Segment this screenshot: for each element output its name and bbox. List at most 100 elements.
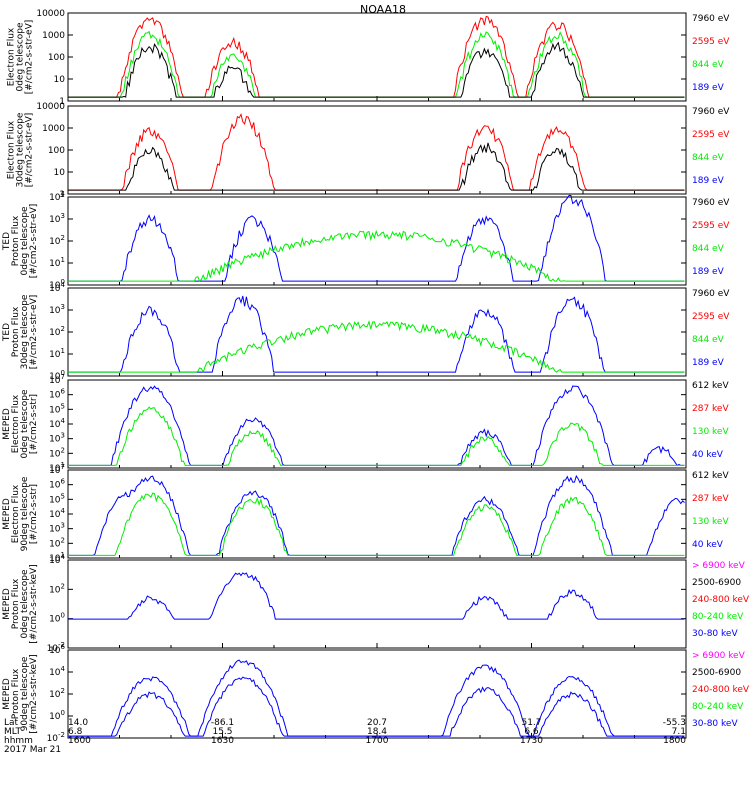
y-axis-label-line: [#/cm2-s-str-eV] bbox=[29, 204, 39, 279]
y-axis-label-line: 0deg telescope bbox=[16, 22, 26, 92]
legend-entry: 80-240 keV bbox=[692, 702, 744, 712]
x-row-label-hhmm: hhmm bbox=[4, 736, 33, 746]
y-axis-label-line: MEPED bbox=[2, 498, 12, 530]
y-tick-label: 106 bbox=[49, 478, 65, 491]
y-tick-label: 1 bbox=[59, 190, 65, 200]
y-tick-label: 104 bbox=[49, 507, 65, 520]
panel-frame bbox=[67, 559, 687, 649]
series-trace-green bbox=[68, 406, 685, 466]
x-tick-label-hhmm: 1700 bbox=[366, 736, 389, 746]
y-tick-label: 10 bbox=[54, 75, 66, 85]
y-axis-label-line: TED bbox=[2, 232, 12, 251]
y-tick-label: 100 bbox=[49, 709, 65, 722]
y-tick-label: 103 bbox=[49, 432, 65, 445]
y-axis-label-line: Electron Flux bbox=[11, 394, 21, 453]
legend-entry: 30-80 keV bbox=[692, 719, 738, 729]
y-axis-label-line: 0deg telescope bbox=[20, 206, 30, 276]
y-axis-label-line: Proton Flux bbox=[11, 668, 21, 719]
legend-entry: 7960 eV bbox=[692, 289, 730, 299]
y-tick-label: 102 bbox=[49, 582, 65, 595]
y-axis-label-line: 30deg telescope bbox=[16, 112, 26, 187]
y-tick-label: 102 bbox=[49, 325, 65, 338]
y-tick-label: 1000 bbox=[42, 31, 65, 41]
y-axis-label-line: Proton Flux bbox=[11, 578, 21, 629]
x-tick-label-lat: -55.3 bbox=[663, 718, 686, 728]
legend-entry: 7960 eV bbox=[692, 14, 730, 24]
y-axis-label-line: 30deg telescope bbox=[20, 294, 30, 369]
legend-entry: > 6900 keV bbox=[692, 651, 746, 661]
y-tick-label: 105 bbox=[49, 492, 65, 505]
y-axis-label-line: TED bbox=[2, 323, 12, 342]
legend-entry: 287 keV bbox=[692, 404, 729, 414]
y-axis-label-line: MEPED bbox=[2, 408, 12, 440]
legend-entry: 240-800 keV bbox=[692, 595, 750, 605]
y-axis-label-line: MEPED bbox=[2, 588, 12, 620]
legend-entry: 130 keV bbox=[692, 517, 729, 527]
series-trace-blue bbox=[68, 385, 685, 467]
legend-entry: 612 keV bbox=[692, 471, 729, 481]
panel-frame bbox=[67, 196, 687, 286]
y-tick-label: 104 bbox=[49, 417, 65, 430]
series-trace-black bbox=[68, 41, 685, 98]
series-trace-blue bbox=[68, 474, 685, 556]
x-date-label: 2017 Mar 21 bbox=[4, 745, 61, 755]
y-axis-label-line: [#/cm2-s-str] bbox=[29, 484, 39, 544]
legend-entry: 2595 eV bbox=[692, 37, 730, 47]
y-tick-label: 10 bbox=[54, 168, 66, 178]
series-trace-blue bbox=[68, 676, 685, 737]
panel-ted-e-30: 1 10 100 1000 10000 Electron Flux 30deg telesc… bbox=[7, 102, 731, 200]
y-axis-label-line: [#/cm2-s-str-keV] bbox=[29, 654, 39, 733]
y-axis-label-line: Electron Flux bbox=[7, 27, 17, 86]
y-tick-label: 100 bbox=[48, 146, 65, 156]
plot-title: NOAA18 bbox=[360, 3, 406, 16]
series-trace-green bbox=[68, 30, 685, 98]
legend-entry: 240-800 keV bbox=[692, 685, 750, 695]
panel-frame bbox=[67, 105, 687, 195]
series-trace-green bbox=[68, 320, 685, 374]
x-tick-label-lat: 14.0 bbox=[68, 718, 88, 728]
y-axis-label-line: MEPED bbox=[2, 678, 12, 710]
legend-entry: 130 keV bbox=[692, 427, 729, 437]
y-axis-label-line: [#/cm2-s-str-eV] bbox=[25, 20, 35, 95]
legend-entry: 287 keV bbox=[692, 494, 729, 504]
series-trace-blue bbox=[68, 295, 685, 373]
y-axis-label-line: [#/cm2-s-str-keV] bbox=[29, 564, 39, 643]
y-tick-label: 102 bbox=[49, 234, 65, 247]
legend-entry: 189 eV bbox=[692, 176, 725, 186]
panel-frame bbox=[67, 379, 687, 469]
legend-entry: 30-80 keV bbox=[692, 629, 738, 639]
y-tick-label: 101 bbox=[49, 256, 65, 269]
series-trace-blue bbox=[68, 194, 685, 282]
x-tick-label-mlt: 18.4 bbox=[367, 727, 387, 737]
series-trace-red bbox=[68, 113, 685, 191]
y-tick-label: 103 bbox=[49, 212, 65, 225]
x-row-label-mlt: MLT bbox=[4, 727, 22, 737]
x-tick-label-lat: -86.1 bbox=[211, 718, 234, 728]
legend-entry: 40 keV bbox=[692, 450, 724, 460]
legend-entry: 844 eV bbox=[692, 244, 725, 254]
y-tick-label: 1000 bbox=[42, 124, 65, 134]
y-tick-label: 103 bbox=[49, 522, 65, 535]
legend-entry: 2595 eV bbox=[692, 130, 730, 140]
legend-entry: 7960 eV bbox=[692, 198, 730, 208]
y-axis-label-line: [#/cm2-s-str-eV] bbox=[25, 113, 35, 188]
y-axis-label-line: 0deg telescope bbox=[20, 569, 30, 639]
x-tick-label-lat: 20.7 bbox=[367, 718, 387, 728]
legend-entry: 844 eV bbox=[692, 153, 725, 163]
legend-entry: 189 eV bbox=[692, 83, 725, 93]
y-tick-label: 10000 bbox=[36, 9, 65, 19]
x-tick-label-lat: 51.7 bbox=[521, 718, 541, 728]
series-trace-black bbox=[68, 142, 685, 191]
x-tick-label-mlt: 6.8 bbox=[68, 727, 83, 737]
y-tick-label: 103 bbox=[49, 303, 65, 316]
y-axis-label-line: [#/cm2-s-str-eV] bbox=[29, 295, 39, 370]
legend-entry: 189 eV bbox=[692, 358, 725, 368]
legend-entry: 80-240 keV bbox=[692, 612, 744, 622]
